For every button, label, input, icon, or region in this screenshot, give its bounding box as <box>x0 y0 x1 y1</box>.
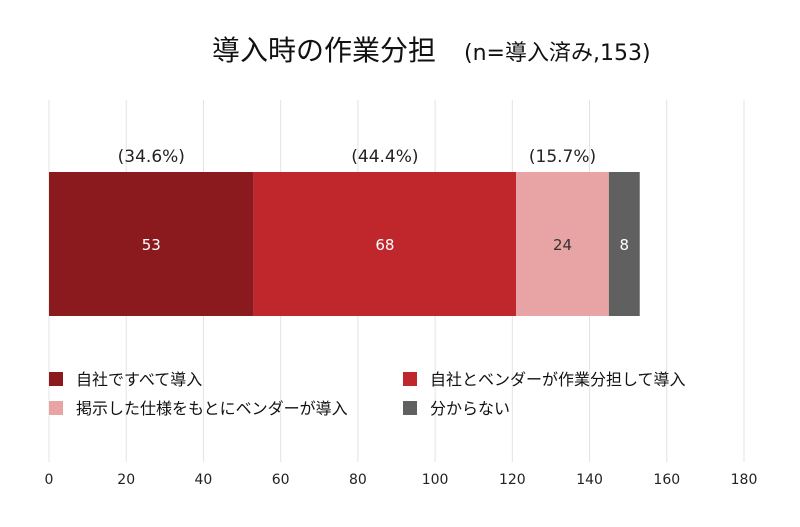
x-tick-label: 80 <box>349 472 367 488</box>
bar-segments: 53 68 24 8 <box>49 172 640 316</box>
x-tick-label: 0 <box>45 472 54 488</box>
legend-swatch <box>49 401 63 415</box>
percent-labels: (34.6%) (44.4%) (15.7%) <box>118 147 596 167</box>
legend-label: 分からない <box>430 399 510 418</box>
bar-value-label: 24 <box>553 236 572 254</box>
percent-label: (15.7%) <box>529 147 596 167</box>
legend: 自社ですべて導入 自社とベンダーが作業分担して導入掲示した仕様をもとにベンダーが導… <box>49 370 686 418</box>
legend-swatch <box>403 401 417 415</box>
bar-segment <box>49 172 254 316</box>
bar-segment <box>516 172 609 316</box>
x-tick-label: 180 <box>731 472 758 488</box>
legend-swatch <box>403 372 417 386</box>
bar-segment <box>608 172 640 316</box>
bar-value-label: 68 <box>375 236 394 254</box>
legend-swatch <box>49 372 63 386</box>
x-tick-label: 160 <box>653 472 680 488</box>
x-tick-label: 20 <box>117 472 135 488</box>
chart-title: 導入時の作業分担 <box>212 34 436 67</box>
percent-label: (34.6%) <box>118 147 185 167</box>
bar-segment <box>253 172 517 316</box>
legend-label: 自社ですべて導入 <box>76 370 202 389</box>
x-tick-label: 140 <box>576 472 603 488</box>
bar-value-label: 53 <box>142 236 161 254</box>
percent-label: (44.4%) <box>351 147 418 167</box>
x-tick-label: 40 <box>195 472 213 488</box>
x-tick-label: 60 <box>272 472 290 488</box>
x-tick-label: 120 <box>499 472 526 488</box>
legend-label: 掲示した仕様をもとにベンダーが導入 <box>76 399 348 418</box>
legend-label: 自社とベンダーが作業分担して導入 <box>430 370 686 389</box>
x-axis-ticks: 0 20 40 60 80 100 120 140 160 180 <box>45 472 758 488</box>
bar-value-label: 8 <box>620 236 630 254</box>
chart-subtitle: (n=導入済み,153) <box>464 41 651 66</box>
x-tick-label: 100 <box>422 472 449 488</box>
